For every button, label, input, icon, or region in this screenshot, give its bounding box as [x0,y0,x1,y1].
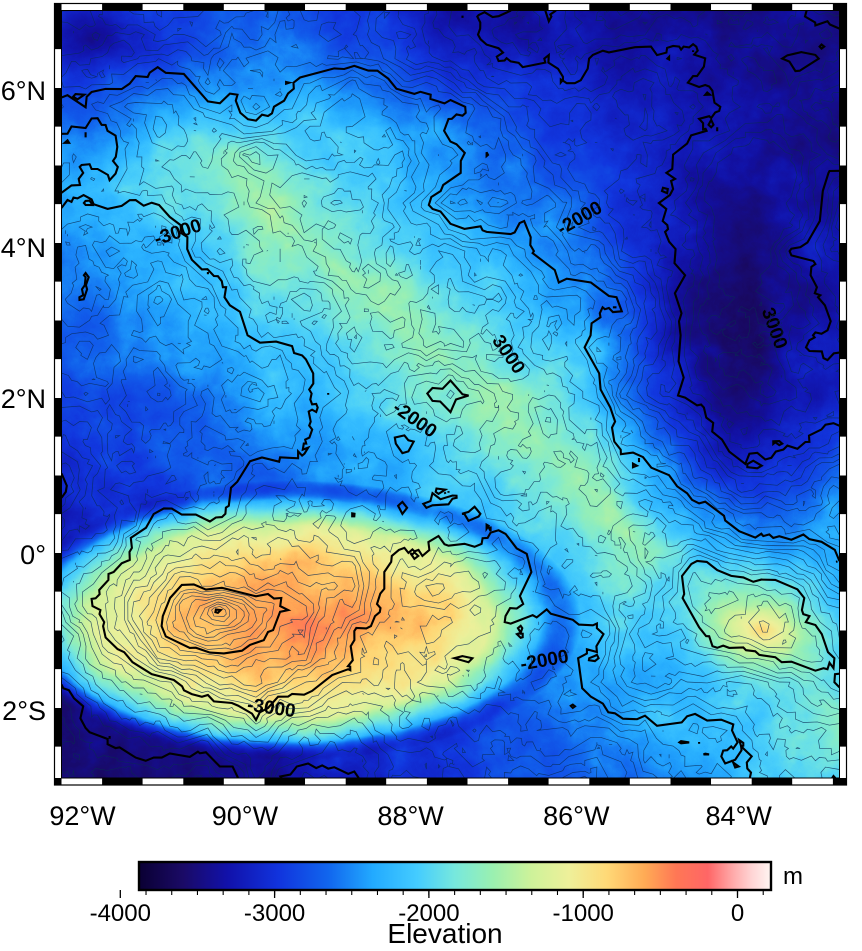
svg-text:0°: 0° [20,540,46,570]
svg-text:90°W: 90°W [212,801,279,831]
svg-text:86°W: 86°W [543,801,610,831]
svg-text:Elevation: Elevation [387,918,502,949]
svg-text:4°N: 4°N [1,233,46,263]
svg-text:-4000: -4000 [90,900,151,927]
svg-text:0: 0 [731,900,744,927]
svg-text:84°W: 84°W [706,801,773,831]
svg-text:88°W: 88°W [377,801,444,831]
svg-text:6°N: 6°N [1,76,46,106]
svg-text:-3000: -3000 [244,900,305,927]
svg-text:m: m [783,863,803,890]
svg-text:2°N: 2°N [1,384,46,414]
svg-text:-1000: -1000 [553,900,614,927]
svg-text:2°S: 2°S [2,696,46,726]
svg-text:92°W: 92°W [49,801,116,831]
